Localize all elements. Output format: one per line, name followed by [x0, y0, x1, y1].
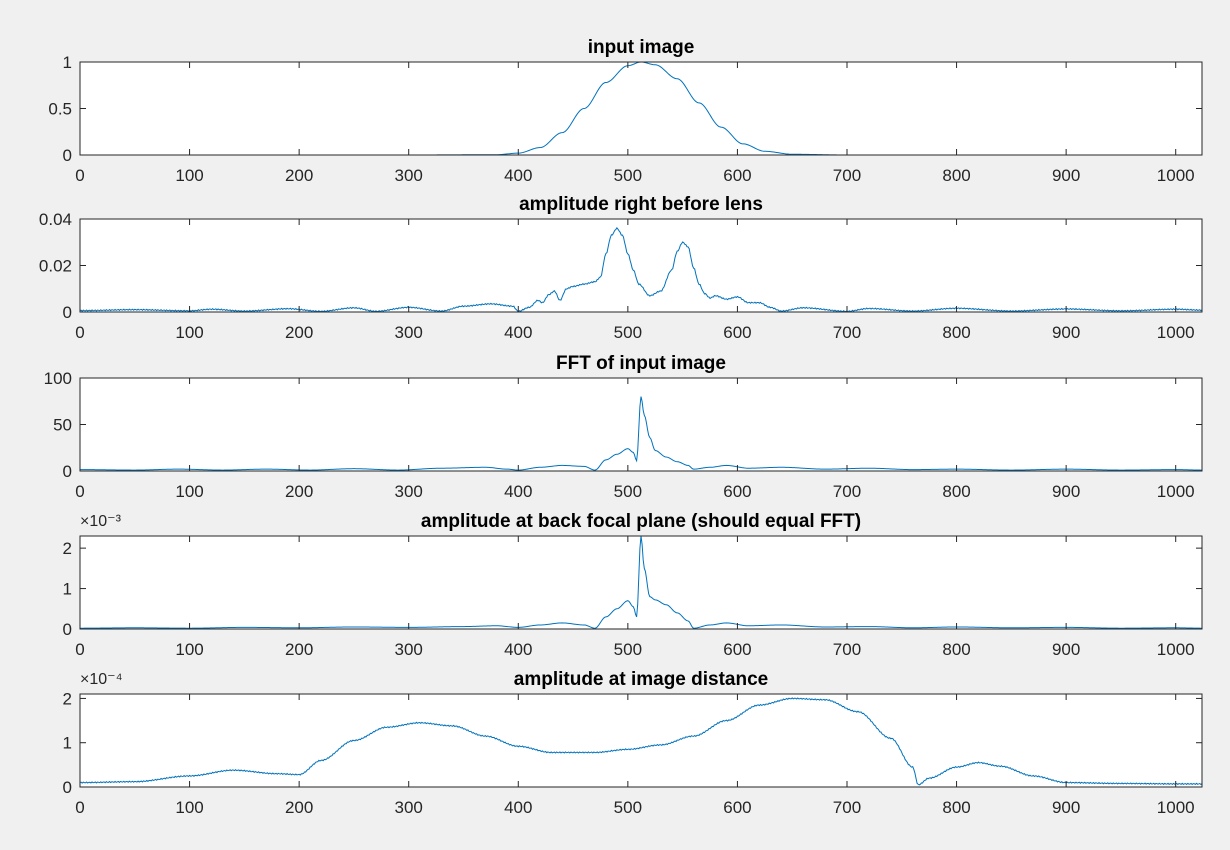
x-tick-label: 500 [614, 323, 642, 342]
y-tick-label: 1 [63, 53, 72, 72]
x-tick-label: 500 [614, 482, 642, 501]
x-tick-label: 500 [614, 798, 642, 817]
axes-background [80, 62, 1202, 155]
subplot-title: input image [588, 37, 695, 58]
y-tick-label: 1 [63, 734, 72, 753]
y-tick-label: 0.5 [48, 100, 72, 119]
x-tick-label: 200 [285, 482, 313, 501]
x-tick-label: 1000 [1157, 166, 1195, 185]
y-tick-label: 2 [63, 539, 72, 558]
series-line [79, 226, 1203, 313]
x-tick-label: 800 [942, 166, 970, 185]
y-tick-label: 1 [63, 580, 72, 599]
x-tick-label: 400 [504, 640, 532, 659]
subplot-title: FFT of input image [556, 353, 726, 374]
x-tick-label: 0 [75, 640, 84, 659]
subplot-title: amplitude at image distance [514, 669, 768, 690]
x-tick-label: 300 [395, 482, 423, 501]
x-tick-label: 600 [723, 640, 751, 659]
x-tick-label: 700 [833, 640, 861, 659]
x-tick-label: 900 [1052, 798, 1080, 817]
x-tick-label: 700 [833, 323, 861, 342]
y-tick-label: 0 [63, 462, 72, 481]
x-tick-label: 400 [504, 323, 532, 342]
x-tick-label: 1000 [1157, 482, 1195, 501]
axes-background [80, 219, 1202, 312]
x-tick-label: 300 [395, 323, 423, 342]
x-tick-label: 900 [1052, 166, 1080, 185]
x-tick-label: 200 [285, 323, 313, 342]
x-tick-label: 900 [1052, 482, 1080, 501]
x-tick-label: 0 [75, 323, 84, 342]
x-tick-label: 100 [175, 482, 203, 501]
x-tick-label: 200 [285, 640, 313, 659]
x-tick-label: 700 [833, 798, 861, 817]
x-tick-label: 600 [723, 323, 751, 342]
x-tick-label: 0 [75, 482, 84, 501]
axes-background [80, 536, 1202, 629]
x-tick-label: 300 [395, 166, 423, 185]
x-tick-label: 400 [504, 482, 532, 501]
x-tick-label: 800 [942, 323, 970, 342]
x-tick-label: 300 [395, 640, 423, 659]
x-tick-label: 1000 [1157, 323, 1195, 342]
x-tick-label: 600 [723, 482, 751, 501]
x-tick-label: 1000 [1157, 798, 1195, 817]
y-tick-label: 50 [53, 416, 72, 435]
subplot-4: 0 100 200 300 400 500 600 700 800 900 1000 0 1 2 ×10⁻³… [63, 511, 1203, 659]
x-tick-label: 600 [723, 166, 751, 185]
x-tick-label: 500 [614, 166, 642, 185]
x-tick-label: 600 [723, 798, 751, 817]
x-tick-label: 800 [942, 482, 970, 501]
y-tick-label: 0 [63, 620, 72, 639]
x-tick-label: 1000 [1157, 640, 1195, 659]
y-exponent-label: ×10⁻⁴ [80, 671, 123, 688]
y-tick-label: 0 [63, 146, 72, 165]
axes-background [80, 694, 1202, 787]
series-line [79, 697, 1203, 786]
x-tick-label: 0 [75, 798, 84, 817]
x-tick-label: 900 [1052, 640, 1080, 659]
subplot-2: 0 100 200 300 400 500 600 700 800 900 1000 0 0.02 0.0… [39, 194, 1203, 342]
y-tick-label: 0.04 [39, 210, 72, 229]
subplot-title: amplitude at back focal plane (should eq… [421, 511, 861, 532]
x-tick-label: 100 [175, 323, 203, 342]
y-tick-label: 0.02 [39, 257, 72, 276]
axes-background [80, 378, 1202, 471]
x-tick-label: 800 [942, 798, 970, 817]
x-tick-label: 100 [175, 798, 203, 817]
axes-box [79, 535, 1203, 630]
x-tick-label: 400 [504, 798, 532, 817]
series-line [80, 396, 1202, 471]
subplot-title: amplitude right before lens [519, 194, 763, 215]
x-tick-label: 700 [833, 482, 861, 501]
y-tick-label: 0 [63, 778, 72, 797]
x-tick-label: 900 [1052, 323, 1080, 342]
subplot-3: 0 100 200 300 400 500 600 700 800 900 1000 0 50 100 FF… [44, 353, 1203, 501]
y-tick-label: 100 [44, 369, 72, 388]
axes-box [79, 693, 1203, 788]
x-tick-label: 700 [833, 166, 861, 185]
y-tick-label: 0 [63, 303, 72, 322]
x-tick-label: 100 [175, 640, 203, 659]
x-tick-label: 800 [942, 640, 970, 659]
x-tick-label: 300 [395, 798, 423, 817]
y-exponent-label: ×10⁻³ [80, 513, 122, 530]
subplot-5: 0 100 200 300 400 500 600 700 800 900 1000 0 1 2 ×10⁻⁴… [63, 669, 1203, 817]
x-tick-label: 100 [175, 166, 203, 185]
y-tick-label: 2 [63, 689, 72, 708]
x-tick-label: 200 [285, 798, 313, 817]
x-tick-label: 400 [504, 166, 532, 185]
subplot-1: 0 100 200 300 400 500 600 700 800 900 1000 0 0.5 1 inp… [48, 37, 1203, 185]
x-tick-label: 0 [75, 166, 84, 185]
x-tick-label: 200 [285, 166, 313, 185]
x-tick-label: 500 [614, 640, 642, 659]
